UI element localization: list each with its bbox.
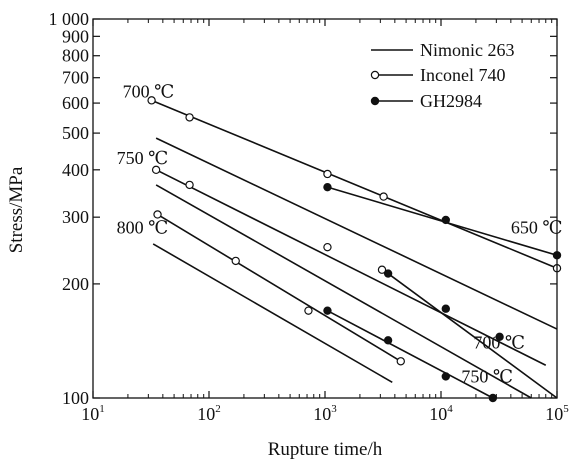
legend-label: GH2984	[420, 91, 482, 111]
x-tick-label-exponent: 3	[331, 403, 337, 415]
x-tick-label-base: 10	[429, 404, 447, 424]
filled-circle-point	[495, 332, 504, 342]
legend-label: Nimonic 263	[420, 40, 515, 60]
x-tick-label: 103	[313, 403, 337, 424]
open-circle-point	[185, 180, 194, 190]
x-tick-label-exponent: 2	[215, 403, 221, 415]
x-tick-label-exponent: 5	[563, 403, 569, 415]
series-line	[152, 243, 393, 384]
open-circle-point	[323, 242, 332, 252]
x-tick-label-base: 10	[197, 404, 215, 424]
open-circle-point	[396, 357, 405, 366]
y-tick-label: 700	[62, 68, 89, 88]
legend-label: Inconel 740	[420, 65, 505, 85]
x-tick-label-base: 10	[81, 404, 99, 424]
temperature-annotation: 750 ℃	[117, 148, 169, 168]
temperature-annotation: 650 ℃	[511, 217, 563, 237]
filled-circle-point	[323, 182, 332, 192]
axes: 101 102 103 104 1051002003004005006007008009…	[49, 9, 570, 424]
x-tick-label: 101	[81, 403, 105, 424]
temperature-annotation: 700 ℃	[123, 82, 175, 102]
open-circle-point	[231, 256, 240, 266]
y-tick-label: 400	[62, 160, 89, 180]
y-tick-label: 300	[62, 207, 89, 227]
series-line	[155, 184, 532, 399]
temperature-annotation: 700 ℃	[473, 333, 525, 353]
open-circle-point	[147, 96, 156, 105]
x-axis-label: Rupture time/h	[268, 439, 383, 460]
x-tick-label-base: 10	[545, 404, 563, 424]
open-circle-point	[323, 169, 332, 179]
y-tick-label: 800	[62, 46, 89, 66]
x-tick-label: 104	[429, 403, 453, 424]
x-tick-label: 105	[545, 403, 569, 424]
series-line	[151, 99, 558, 269]
temperature-annotation: 800 ℃	[117, 217, 169, 237]
y-tick-label: 600	[62, 93, 89, 113]
filled-circle-point	[383, 269, 393, 278]
open-circle-point	[153, 210, 162, 219]
y-tick-label: 200	[62, 274, 89, 294]
series-line	[327, 309, 494, 399]
filled-circle-point	[383, 336, 393, 345]
filled-circle-point	[441, 215, 451, 225]
open-circle-point	[304, 306, 313, 315]
x-tick-label-base: 10	[313, 404, 331, 424]
filled-circle-point	[441, 304, 451, 313]
open-circle-point	[185, 113, 194, 122]
legend: Nimonic 263 Inconel 740 GH2984	[370, 40, 515, 111]
y-tick-label: 100	[62, 388, 89, 408]
x-tick-label-exponent: 4	[447, 403, 453, 415]
filled-circle-point	[323, 306, 332, 315]
series-line	[387, 272, 558, 399]
series-line	[157, 213, 402, 362]
y-axis-label: Stress/MPa	[6, 166, 27, 253]
annotations: 700 ℃ 750 ℃ 800 ℃ 650 ℃ 700 ℃ 750 ℃	[117, 82, 563, 387]
legend-filled-circle	[370, 96, 380, 106]
legend-open-circle	[370, 70, 380, 80]
series-line	[155, 169, 547, 366]
temperature-annotation: 750 ℃	[461, 366, 513, 386]
x-tick-label: 102	[197, 403, 221, 424]
open-circle-point	[377, 265, 387, 274]
series-line	[155, 137, 558, 330]
plot-area	[147, 96, 562, 403]
y-tick-label: 500	[62, 123, 89, 143]
open-circle-point	[151, 165, 161, 175]
x-tick-label-exponent: 1	[99, 403, 105, 415]
y-tick-label: 1 000	[49, 9, 90, 29]
y-tick-label: 900	[62, 26, 89, 46]
filled-circle-point	[441, 372, 451, 381]
open-circle-point	[379, 192, 388, 201]
